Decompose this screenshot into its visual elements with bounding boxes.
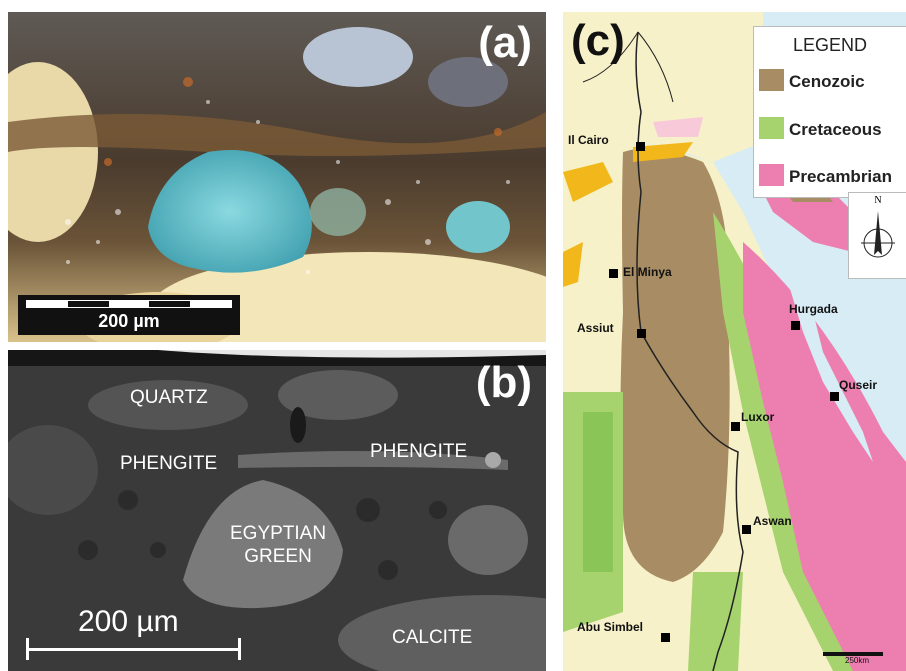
mineral-label-calcite: CALCITE: [392, 627, 473, 648]
legend-swatch-cretaceous: [759, 117, 784, 139]
legend-swatch-precambrian: [759, 164, 784, 186]
micrograph-sem-panel: (b) QUARTZ PHENGITE PHENGITE EGYPTIAN GR…: [8, 350, 546, 671]
city-label-abu-simbel: Abu Simbel: [577, 620, 644, 634]
panel-label-c: (c): [571, 16, 625, 65]
city-label-el-minya: El Minya: [623, 265, 672, 279]
micrograph-optical-panel: (a) 200 µm: [8, 12, 546, 342]
north-arrow: N: [848, 192, 906, 279]
city-label-hurgada: Hurgada: [789, 302, 838, 316]
city-marker-quseir: [830, 392, 839, 401]
compass-icon: [861, 211, 895, 258]
mineral-label-quartz: QUARTZ: [130, 387, 208, 408]
mineral-label-phengite-right: PHENGITE: [370, 441, 468, 462]
panel-label-a: (a): [478, 18, 532, 67]
sem-micrograph-image: [8, 350, 546, 671]
panel-label-b: (b): [475, 358, 532, 407]
city-label-aswan: Aswan: [753, 514, 792, 528]
city-marker-el-minya: [609, 269, 618, 278]
city-marker-luxor: [731, 422, 740, 431]
city-marker-cairo: [636, 142, 645, 151]
legend-swatch-cenozoic: [759, 69, 784, 91]
map-scale-label: 250km: [845, 656, 870, 665]
optical-micrograph-image: [8, 12, 546, 342]
city-marker-aswan: [742, 525, 751, 534]
city-label-assiut: Assiut: [577, 321, 614, 335]
city-label-luxor: Luxor: [741, 410, 775, 424]
city-marker-hurgada: [791, 321, 800, 330]
scale-bar-a: 200 µm: [18, 295, 240, 335]
city-marker-assiut: [637, 329, 646, 338]
north-label: N: [874, 195, 882, 206]
mineral-label-phengite-left: PHENGITE: [120, 453, 218, 474]
scale-text-a: 200 µm: [98, 311, 160, 331]
geological-map-panel: (c) LEGEND Cenozoic Cretaceous Precambri…: [563, 12, 906, 671]
city-label-quseir: Quseir: [839, 378, 878, 392]
city-label-cairo: Il Cairo: [568, 133, 609, 147]
mineral-label-egyptian-green: EGYPTIAN GREEN: [230, 523, 327, 567]
map-legend: LEGEND Cenozoic Cretaceous Precambrian: [753, 26, 906, 198]
map-scale-bar: [823, 652, 883, 656]
scale-text-b: 200 µm: [78, 605, 179, 638]
legend-label-cretaceous: Cretaceous: [789, 120, 882, 139]
city-marker-abu-simbel: [661, 633, 670, 642]
legend-title: LEGEND: [792, 35, 868, 55]
scale-ticks: [26, 300, 232, 308]
legend-label-cenozoic: Cenozoic: [789, 72, 865, 91]
scale-bar-b: [26, 636, 241, 660]
legend-label-precambrian: Precambrian: [789, 167, 892, 186]
